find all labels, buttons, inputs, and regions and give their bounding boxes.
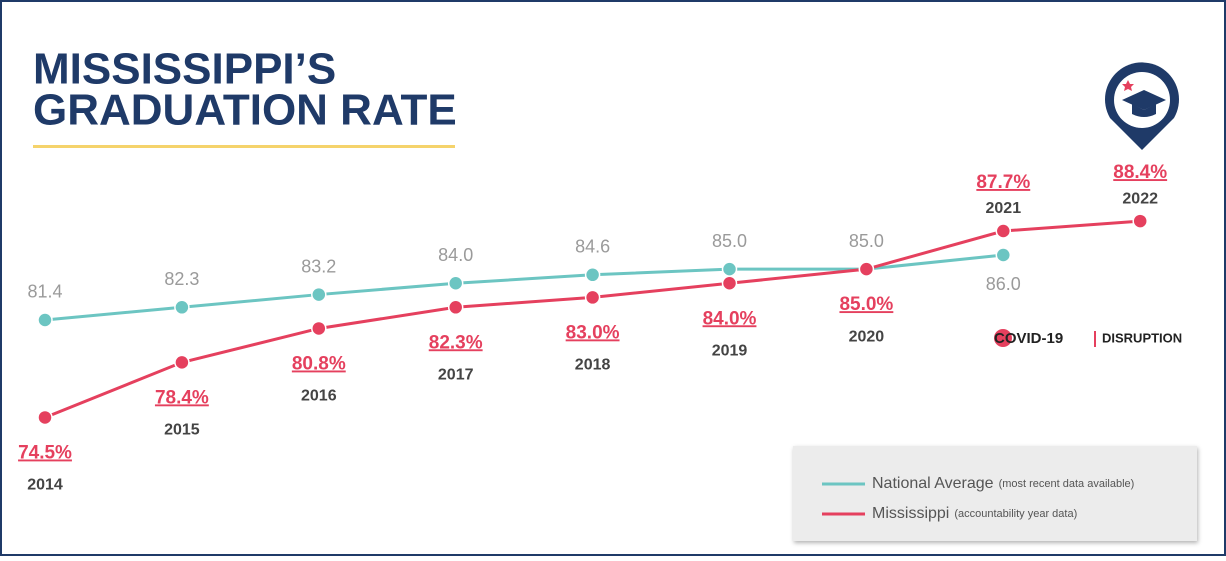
data-label: 82.3% (429, 332, 483, 353)
point (311, 320, 327, 337)
point (995, 247, 1012, 263)
x-tick-label: 2014 (27, 477, 63, 494)
legend-name: National Average (872, 475, 994, 492)
separator (1094, 331, 1096, 347)
plot: 81.4 82.3 83.2 84.0 84.6 85.0 85.0 86.0 74.5% 201… (18, 162, 1167, 494)
data-label: 74.5% (18, 442, 72, 463)
point (584, 267, 601, 283)
annotation-text: COVID-19 (994, 330, 1063, 347)
annotation-tag: DISRUPTION (1102, 330, 1182, 345)
point (311, 286, 327, 303)
point (995, 223, 1012, 239)
data-label: 83.2 (301, 256, 336, 276)
covid-icon (994, 329, 1012, 347)
data-label: 83.0% (566, 322, 620, 343)
x-tick-label: 2015 (164, 422, 200, 439)
x-tick-label: 2021 (986, 200, 1022, 217)
point (584, 289, 601, 306)
x-tick-label: 2019 (712, 342, 748, 359)
data-label: 85.0 (849, 231, 884, 251)
point (37, 409, 53, 426)
legend-name: Mississippi (872, 505, 949, 522)
point (447, 299, 464, 316)
legend-description: (accountability year data) (954, 508, 1077, 520)
point (174, 299, 190, 316)
point (1132, 213, 1148, 229)
x-tick-label: 2017 (438, 367, 474, 384)
x-tick-label: 2018 (575, 357, 611, 374)
grad-pin-icon (1105, 62, 1179, 151)
data-label: 86.0 (986, 274, 1021, 294)
data-label: 85.0 (712, 231, 747, 251)
legend-entry: Mississippi (accountability year data) (872, 505, 1077, 522)
x-tick-label: 2022 (1122, 190, 1158, 207)
legend-box (793, 446, 1197, 541)
x-tick-label: 2020 (849, 328, 885, 345)
data-label: 88.4% (1113, 162, 1167, 183)
point (37, 312, 53, 328)
series-line (44, 253, 1004, 322)
title-line: MISSISSIPPI’S (33, 45, 336, 94)
x-tick-label: 2016 (301, 388, 337, 405)
data-label: 82.3 (164, 269, 199, 289)
title-line: GRADUATION RATE (33, 86, 457, 135)
legend-entry: National Average (most recent data availa… (872, 475, 1134, 492)
data-label: 85.0% (839, 294, 893, 315)
point (447, 275, 464, 292)
legend-description: (most recent data available) (999, 478, 1135, 490)
data-label: 81.4 (27, 282, 62, 302)
point (721, 275, 738, 292)
data-label: 80.8% (292, 353, 346, 374)
title-underline (33, 145, 455, 148)
point (858, 261, 875, 277)
data-label: 87.7% (976, 172, 1030, 193)
data-label: 84.0% (703, 308, 757, 329)
data-label: 84.0 (438, 245, 473, 265)
point (721, 261, 738, 277)
point (174, 354, 190, 371)
data-label: 78.4% (155, 387, 209, 408)
data-label: 84.6 (575, 237, 610, 257)
covid-annotation: COVID-19 DISRUPTION (994, 329, 1182, 347)
legend: National Average (most recent data availa… (822, 475, 1134, 522)
